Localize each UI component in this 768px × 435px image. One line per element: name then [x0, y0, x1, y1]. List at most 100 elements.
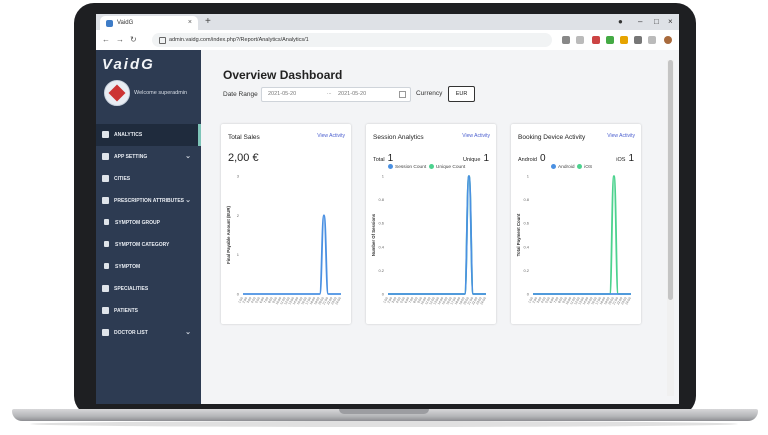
browser-tab[interactable]: VaidG × [100, 16, 198, 30]
booking-device-card: Booking Device Activity View Activity An… [511, 124, 641, 324]
view-activity-link[interactable]: View Activity [607, 133, 635, 139]
reload-icon[interactable]: ↻ [130, 35, 137, 44]
date-range-label: Date Range [223, 91, 258, 98]
x-tick-label: 2:00 [242, 296, 249, 304]
view-activity-link[interactable]: View Activity [317, 133, 345, 139]
date-range-input[interactable]: 2021-05-20 ... 2021-05-20 [261, 87, 411, 102]
x-tick-label: 9:00 [416, 296, 423, 304]
card-title: Session Analytics [373, 134, 424, 141]
x-tick-label: 14:00 [437, 296, 445, 305]
x-tick-label: 15:00 [586, 296, 594, 305]
x-tick-label: 13:00 [288, 296, 296, 305]
sidebar-item-patients[interactable]: PATIENTS [96, 300, 201, 322]
scrollbar[interactable] [667, 60, 674, 396]
legend-label: Session Count [395, 165, 427, 170]
calendar-icon[interactable] [399, 91, 406, 98]
legend-item[interactable]: Android [551, 164, 575, 170]
scrollbar-thumb[interactable] [668, 60, 673, 300]
x-tick-label: 2:00 [387, 296, 394, 304]
y-tick-label: 2 [237, 213, 240, 218]
avatar [104, 80, 130, 106]
x-tick-label: 23:00 [475, 296, 483, 305]
close-window-icon[interactable]: × [668, 17, 673, 26]
sidebar-item-label: PRESCRIPTION ATTRIBUTES [114, 198, 185, 204]
sidebar-item-cities[interactable]: CITIES [96, 168, 201, 190]
sidebar-item-label: APP SETTING [114, 154, 148, 160]
total-sales-card: Total Sales View Activity 2,00 € Final P… [221, 124, 351, 324]
x-tick-label: 7:00 [553, 296, 560, 304]
sidebar-item-prescription-attributes[interactable]: PRESCRIPTION ATTRIBUTES ⌄ [96, 190, 201, 212]
x-tick-label: 12:00 [428, 296, 436, 305]
currency-label: Currency [416, 90, 443, 97]
extension-yellow-icon[interactable] [620, 36, 628, 44]
maximize-icon[interactable]: □ [654, 17, 659, 26]
sidebar-item-label: PATIENTS [114, 308, 138, 314]
y-tick-label: 0.6 [378, 221, 384, 226]
x-tick-label: 19:00 [603, 296, 611, 305]
star-icon[interactable] [576, 36, 584, 44]
x-tick-label: 6:00 [404, 296, 411, 304]
x-tick-label: 20:00 [317, 296, 325, 305]
sidebar-item-symptom-category[interactable]: SYMPTOM CATEGORY [96, 234, 201, 256]
sidebar-item-doctor-list[interactable]: DOCTOR LIST ⌄ [96, 322, 201, 344]
view-activity-link[interactable]: View Activity [462, 133, 490, 139]
new-tab-button[interactable]: + [205, 16, 211, 27]
sidebar-item-label: DOCTOR LIST [114, 330, 148, 336]
close-tab-icon[interactable]: × [187, 19, 192, 26]
x-tick-label: 4:00 [250, 296, 257, 304]
tools-icon [104, 219, 109, 225]
x-tick-label: 24:00 [624, 296, 632, 305]
key-icon[interactable] [562, 36, 570, 44]
sidebar-item-app-setting[interactable]: APP SETTING ⌄ [96, 146, 201, 168]
y-tick-label: 0 [527, 292, 530, 297]
sidebar-item-analytics[interactable]: ANALYTICS [96, 124, 201, 146]
puzzle-icon[interactable] [634, 36, 642, 44]
session-total-label: Total [373, 157, 385, 163]
minimize-icon[interactable]: – [638, 17, 643, 26]
forward-icon[interactable]: → [116, 35, 124, 44]
x-tick-label: 4:00 [395, 296, 402, 304]
page-title: Overview Dashboard [223, 68, 343, 82]
sidebar-item-symptom[interactable]: SYMPTOM [96, 256, 201, 278]
x-tick-label: 24:00 [334, 296, 342, 305]
x-tick-label: 1:00 [382, 296, 389, 304]
currency-button[interactable]: EUR [448, 86, 475, 102]
y-axis-label: Number Of Sessions [371, 213, 376, 256]
profile-icon[interactable]: ● [618, 17, 623, 26]
sidebar: VaidG Welcome superadmin ANALYTICS APP SE… [96, 50, 201, 404]
legend-item[interactable]: Unique Count [428, 164, 465, 170]
sidebar-item-symptom-group[interactable]: SYMPTOM GROUP [96, 212, 201, 234]
x-tick-label: 13:00 [433, 296, 441, 305]
sidebar-item-label: SYMPTOM GROUP [115, 220, 160, 226]
x-tick-label: 18:00 [454, 296, 462, 305]
x-tick-label: 22:00 [616, 296, 624, 305]
extension-red-icon[interactable] [592, 36, 600, 44]
sidebar-item-specialities[interactable]: SPECIALITIES [96, 278, 201, 300]
y-axis-label: Total Payment Count [516, 213, 521, 256]
back-icon[interactable]: ← [102, 35, 110, 44]
x-tick-label: 5:00 [254, 296, 261, 304]
bottle-icon [104, 263, 109, 269]
chevron-down-icon[interactable]: ⌄ [185, 329, 191, 336]
y-tick-label: 0.2 [523, 268, 529, 273]
legend-item[interactable]: Session Count [388, 164, 427, 170]
series-line [533, 175, 631, 295]
y-tick-label: 0 [237, 292, 240, 297]
session-unique-value: 1 [483, 153, 489, 164]
url-field[interactable]: admin.vaidg.com/index.php?/Report/Analyt… [152, 33, 552, 47]
y-tick-label: 3 [237, 174, 240, 179]
reading-list-icon[interactable] [648, 36, 656, 44]
ios-value: 1 [628, 153, 634, 164]
total-sales-value: 2,00 € [228, 152, 259, 164]
session-unique: Unique 1 [463, 153, 489, 164]
x-tick-label: 3:00 [536, 296, 543, 304]
chevron-down-icon[interactable]: ⌄ [185, 153, 191, 160]
avatar-icon[interactable] [664, 36, 672, 44]
doctor-icon [102, 329, 109, 336]
chevron-down-icon[interactable]: ⌄ [185, 197, 191, 204]
x-tick-label: 17:00 [595, 296, 603, 305]
y-tick-label: 0.6 [523, 221, 529, 226]
laptop-base [12, 409, 758, 421]
legend-item[interactable]: iOS [577, 164, 592, 170]
extension-green-icon[interactable] [606, 36, 614, 44]
